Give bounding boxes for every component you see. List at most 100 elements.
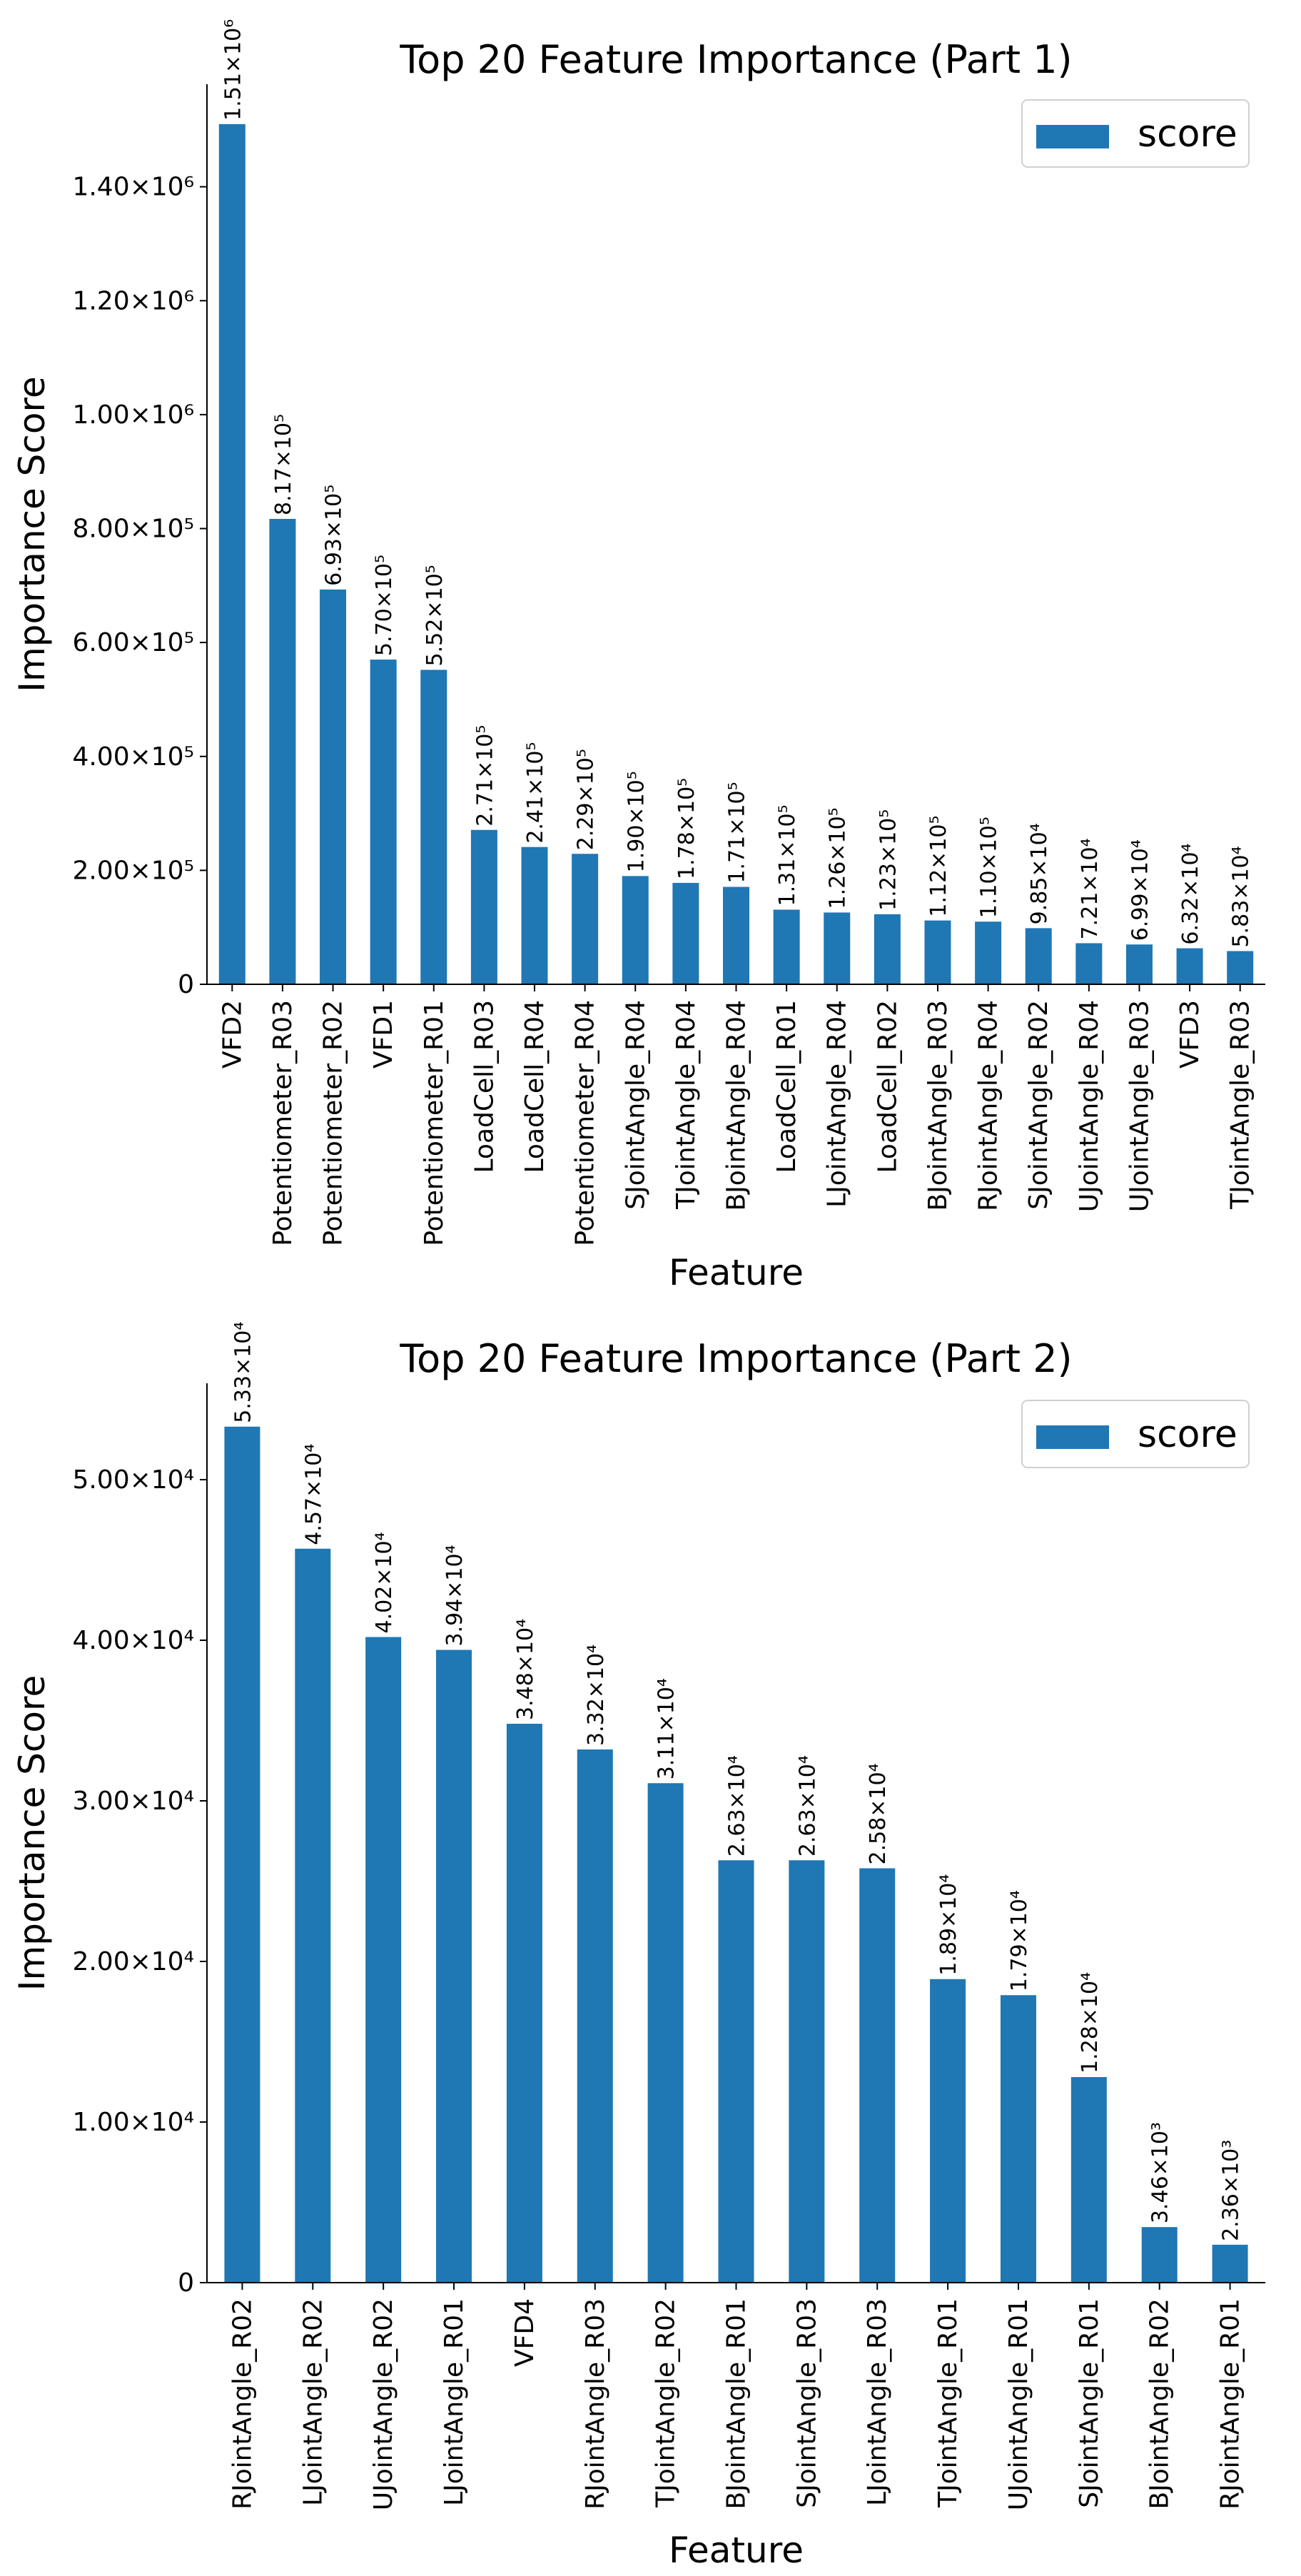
value-label: 3.48×10⁴ — [513, 1619, 538, 1720]
chart-title: Top 20 Feature Importance (Part 2) — [399, 1336, 1072, 1381]
value-label: 5.33×10⁴ — [231, 1322, 255, 1423]
y-tick-label: 1.00×10⁶ — [72, 400, 194, 430]
y-tick-label: 4.00×10⁵ — [72, 742, 194, 772]
y-tick-label: 1.40×10⁶ — [72, 173, 194, 202]
bar — [577, 1749, 613, 2283]
y-tick-label: 1.20×10⁶ — [72, 286, 194, 315]
bar — [1212, 2244, 1248, 2283]
bar — [874, 914, 901, 984]
value-label: 2.36×10³ — [1219, 2140, 1244, 2241]
bar — [521, 847, 548, 984]
category-tick-label: TJointAngle_R04 — [672, 1000, 701, 1210]
value-label: 2.29×10⁵ — [574, 749, 599, 850]
category-tick-label: LoadCell_R02 — [873, 1000, 902, 1173]
bar — [975, 921, 1002, 984]
bar — [824, 912, 851, 984]
category-tick-label: Potentiometer_R02 — [319, 1000, 348, 1246]
category-tick-label: SJointAngle_R01 — [1075, 2298, 1104, 2508]
value-label: 4.57×10⁴ — [301, 1444, 326, 1545]
value-label: 1.78×10⁵ — [674, 778, 699, 879]
bar — [436, 1650, 472, 2283]
value-label: 3.32×10⁴ — [584, 1645, 609, 1746]
value-label: 8.17×10⁵ — [271, 414, 296, 515]
category-tick-label: VFD2 — [218, 1000, 247, 1069]
x-axis-label: Feature — [669, 1252, 804, 1293]
category-tick-label: Potentiometer_R01 — [420, 1000, 449, 1246]
category-tick-label: RJointAngle_R04 — [974, 1000, 1003, 1211]
y-tick-label: 0 — [178, 970, 194, 999]
category-tick-label: SJointAngle_R02 — [1024, 1000, 1053, 1210]
bar — [723, 887, 749, 984]
value-label: 6.99×10⁴ — [1128, 839, 1153, 941]
value-label: 3.94×10⁴ — [442, 1545, 467, 1646]
chart-2: Top 20 Feature Importance (Part 2) 5.33×1… — [11, 1322, 1265, 2571]
category-tick-label: VFD4 — [510, 2298, 540, 2367]
category-tick-label: SJointAngle_R04 — [621, 1000, 650, 1210]
bar — [1227, 951, 1254, 984]
bar — [1125, 944, 1153, 984]
value-label: 6.32×10⁴ — [1178, 843, 1203, 944]
bar — [224, 1426, 260, 2283]
bar — [718, 1860, 754, 2283]
bar — [269, 518, 296, 984]
bar — [320, 589, 347, 984]
bar — [295, 1548, 331, 2283]
category-tick-label: VFD3 — [1175, 1000, 1205, 1069]
legend-swatch — [1036, 1425, 1109, 1449]
value-label: 1.26×10⁵ — [826, 807, 851, 909]
category-tick-label: LoadCell_R03 — [470, 1000, 499, 1173]
category-tick-label: Potentiometer_R04 — [571, 1000, 600, 1246]
legend-label: score — [1138, 113, 1237, 156]
y-tick-label: 2.00×10⁴ — [72, 1947, 194, 1976]
bar — [789, 1860, 825, 2283]
y-tick-label: 5.00×10⁴ — [72, 1465, 194, 1495]
category-tick-label: LoadCell_R01 — [772, 1000, 801, 1173]
value-label: 7.21×10⁴ — [1078, 838, 1103, 939]
value-label: 3.11×10⁴ — [654, 1678, 679, 1779]
y-tick-label: 6.00×10⁵ — [72, 628, 194, 657]
value-label: 5.70×10⁵ — [372, 555, 397, 656]
y-axis-label: Importance Score — [11, 376, 53, 692]
bar — [420, 670, 447, 984]
y-tick-label: 4.00×10⁴ — [72, 1626, 194, 1655]
value-label: 2.58×10⁴ — [866, 1763, 891, 1864]
value-label: 2.63×10⁴ — [795, 1755, 820, 1857]
bar — [930, 1979, 966, 2283]
value-label: 5.83×10⁴ — [1229, 846, 1254, 947]
category-tick-label: SJointAngle_R03 — [792, 2298, 821, 2508]
category-tick-label: TJointAngle_R01 — [933, 2298, 963, 2508]
chart-title: Top 20 Feature Importance (Part 1) — [399, 37, 1072, 82]
value-label: 1.28×10⁴ — [1078, 1972, 1103, 2074]
x-axis-label: Feature — [669, 2530, 804, 2571]
category-tick-label: UJointAngle_R01 — [1004, 2298, 1033, 2510]
value-label: 1.51×10⁶ — [221, 19, 245, 121]
value-label: 1.71×10⁵ — [725, 782, 750, 883]
value-label: 9.85×10⁴ — [1027, 823, 1052, 924]
bar — [1000, 1995, 1036, 2283]
bar — [859, 1868, 896, 2283]
legend: score — [1021, 99, 1250, 168]
y-axis-label: Importance Score — [11, 1675, 53, 1991]
value-label: 1.12×10⁵ — [926, 815, 951, 916]
value-label: 2.63×10⁴ — [725, 1755, 750, 1857]
bar — [924, 920, 951, 984]
category-tick-label: BJointAngle_R01 — [722, 2298, 751, 2510]
value-label: 4.02×10⁴ — [372, 1532, 397, 1633]
category-tick-label: LJointAngle_R04 — [823, 1000, 852, 1208]
bar — [672, 882, 699, 984]
category-tick-label: UJointAngle_R02 — [369, 2298, 398, 2510]
legend-label: score — [1138, 1413, 1237, 1456]
category-tick-label: TJointAngle_R02 — [652, 2298, 681, 2508]
category-tick-label: Potentiometer_R03 — [268, 1000, 298, 1246]
value-label: 1.89×10⁴ — [936, 1874, 961, 1976]
bar — [506, 1724, 542, 2283]
bar — [1141, 2227, 1178, 2283]
value-label: 2.41×10⁵ — [523, 742, 548, 844]
category-tick-label: BJointAngle_R02 — [1145, 2298, 1175, 2510]
category-tick-label: BJointAngle_R03 — [923, 1000, 953, 1211]
bar — [572, 854, 599, 984]
bar — [1070, 2077, 1107, 2283]
value-label: 1.23×10⁵ — [876, 809, 901, 911]
legend: score — [1021, 1400, 1250, 1468]
bar — [1025, 928, 1052, 984]
